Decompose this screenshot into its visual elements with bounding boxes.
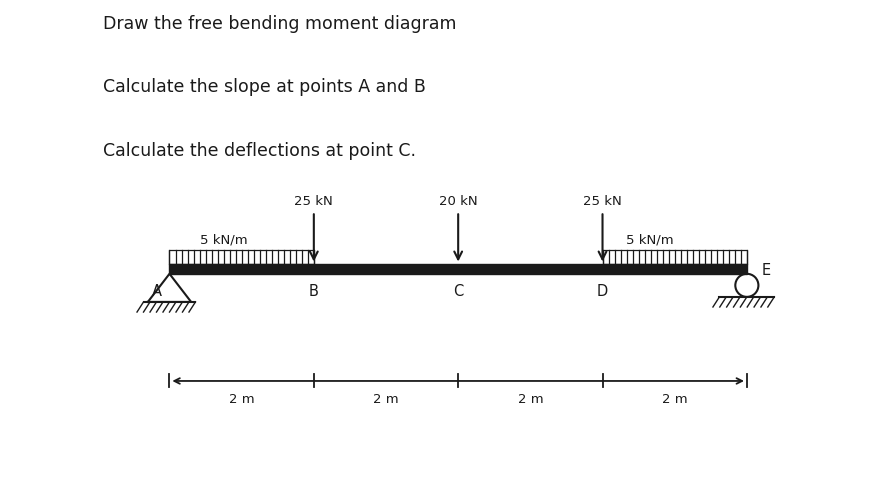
Text: D: D [597,284,608,299]
Bar [603,250,746,265]
Text: Calculate the slope at points A and B: Calculate the slope at points A and B [103,78,426,97]
Text: 2 m: 2 m [373,392,399,406]
Text: Draw the free bending moment diagram: Draw the free bending moment diagram [103,15,456,33]
Text: Calculate the deflections at point C.: Calculate the deflections at point C. [103,142,416,160]
Text: 25 kN: 25 kN [294,196,333,208]
Text: A: A [151,284,162,299]
Text: 2 m: 2 m [518,392,544,406]
Text: 5 kN/m: 5 kN/m [626,233,673,246]
Text: 25 kN: 25 kN [583,196,622,208]
Text: 5 kN/m: 5 kN/m [199,233,248,246]
Text: 2 m: 2 m [662,392,687,406]
Bar [170,265,746,274]
Text: 2 m: 2 m [229,392,255,406]
Text: E: E [762,263,771,278]
Text: C: C [453,284,463,299]
Bar [170,250,314,265]
Text: 20 kN: 20 kN [439,196,477,208]
Text: B: B [309,284,319,299]
